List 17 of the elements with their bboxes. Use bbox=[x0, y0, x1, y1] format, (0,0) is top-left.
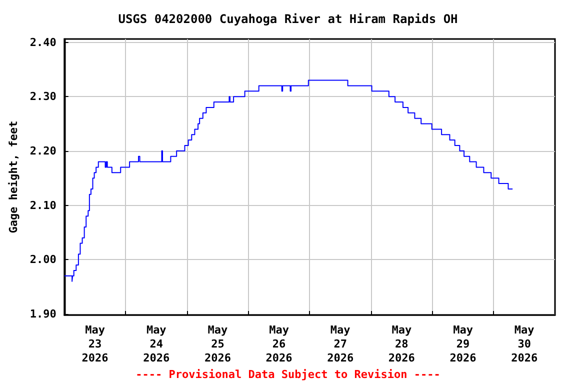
x-tick-label: May 29 2026 bbox=[450, 324, 477, 364]
y-tick-label: 2.20 bbox=[30, 144, 56, 158]
y-tick-label: 1.90 bbox=[30, 307, 56, 320]
y-axis-title: Gage height, feet bbox=[7, 120, 20, 234]
x-tick-label: May 24 2026 bbox=[143, 324, 170, 364]
x-tick-label: May 28 2026 bbox=[388, 324, 416, 364]
x-tick-label: May 25 2026 bbox=[204, 324, 232, 364]
x-tick-label: May 23 2026 bbox=[82, 324, 109, 364]
x-tick-label: May 27 2026 bbox=[327, 324, 354, 364]
chart-title: USGS 04202000 Cuyahoga River at Hiram Rapids OH bbox=[118, 12, 458, 26]
x-tick-label: May 26 2026 bbox=[266, 324, 293, 364]
x-tick-label: May 30 2026 bbox=[511, 324, 538, 364]
y-tick-label: 2.00 bbox=[30, 253, 56, 266]
y-tick-label: 2.40 bbox=[30, 36, 56, 49]
y-tick-label: 2.10 bbox=[30, 198, 56, 212]
text: ---- Provisional Data Subject to Revision ---- bbox=[136, 368, 440, 381]
y-tick-label: 2.30 bbox=[30, 90, 56, 104]
